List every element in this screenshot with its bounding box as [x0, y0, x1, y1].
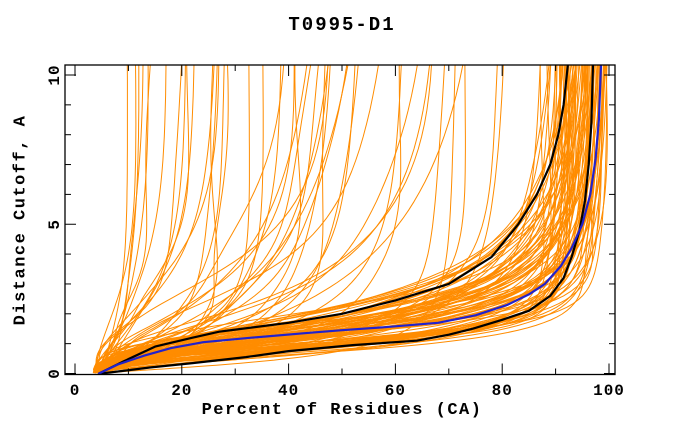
axis-ticks: [65, 65, 615, 375]
x-tick-label: 0: [70, 382, 81, 400]
x-tick-label: 20: [171, 382, 192, 400]
y-tick-label: 0: [46, 368, 64, 379]
plot-border: [64, 64, 616, 376]
curve-selected-model-1: [97, 65, 569, 374]
curve-all-models-fan: [105, 65, 359, 374]
y-tick-label: 5: [46, 219, 64, 230]
curve-all-models-fan: [93, 65, 301, 374]
x-axis-title: Percent of Residues (CA): [201, 401, 483, 420]
curve-reference-model: [97, 65, 603, 374]
curve-all-models-fan: [95, 65, 402, 374]
tick-labels: 0 20 40 60 80 100 0 5 10: [46, 64, 625, 400]
y-axis-title: Distance Cutoff, A: [11, 114, 31, 326]
y-tick-label: 10: [46, 64, 64, 85]
curve-all-models-fan: [97, 65, 220, 374]
x-tick-label: 40: [278, 382, 299, 400]
x-tick-label: 100: [593, 382, 625, 400]
curves-layer: [92, 65, 608, 374]
curve-all-models-fan: [94, 65, 264, 374]
x-tick-label: 80: [492, 382, 513, 400]
curve-selected-model-2: [100, 65, 595, 374]
chart-title: T0995-D1: [288, 14, 396, 36]
curve-all-models-fan: [99, 65, 186, 374]
curve-all-models-fan: [110, 65, 456, 374]
x-tick-label: 60: [385, 382, 406, 400]
curve-all-models-fan: [105, 65, 151, 374]
